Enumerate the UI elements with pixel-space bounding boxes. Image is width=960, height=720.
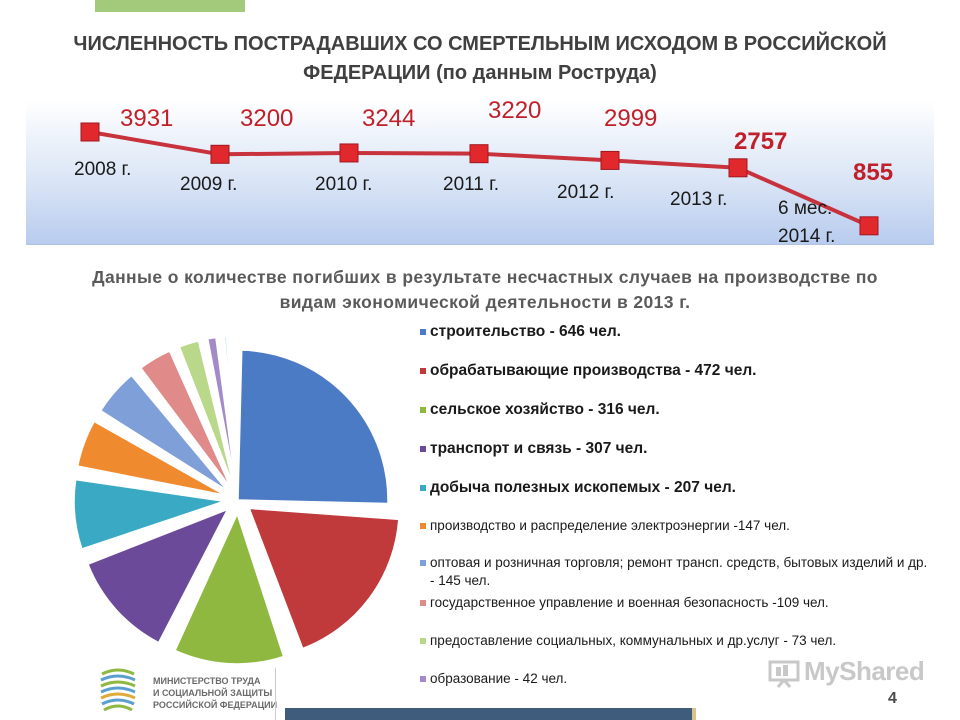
data-point-marker: [859, 216, 879, 236]
data-point-marker: [469, 144, 489, 164]
legend-item: государственное управление и военная без…: [420, 594, 829, 612]
data-point-marker: [80, 122, 100, 142]
data-point-marker: [339, 143, 359, 163]
pie-slice: [174, 511, 285, 665]
legend-label: государственное управление и военная без…: [430, 595, 829, 610]
data-point-marker: [600, 150, 620, 170]
year-label: 2012 г.: [557, 182, 614, 203]
pie-slice: [99, 374, 229, 492]
page-number: 4: [888, 690, 897, 707]
pie-slice: [86, 507, 230, 644]
pie-slice: [233, 335, 239, 487]
footer-bar-accent: [692, 708, 696, 720]
legend-marker: [420, 676, 426, 682]
footer-bar: [285, 708, 695, 720]
year-label: 2010 г.: [315, 174, 372, 195]
legend-label: оптовая и розничная торговля; ремонт тра…: [430, 555, 928, 588]
year-label: 2011 г.: [443, 174, 499, 195]
legend-item: производство и распределение электроэнер…: [420, 517, 790, 535]
legend-marker: [420, 329, 426, 335]
data-value-label: 3244: [362, 105, 415, 132]
legend-item: сельское хозяйство - 316 чел.: [420, 400, 660, 420]
legend-label: транспорт и связь - 307 чел.: [430, 440, 648, 457]
legend-label: производство и распределение электроэнер…: [430, 518, 790, 533]
data-point-marker: [210, 144, 230, 164]
logo-line: МИНИСТЕРСТВО ТРУДА: [153, 676, 261, 686]
legend-item: обрабатывающие производства - 472 чел.: [420, 361, 757, 381]
legend-item: транспорт и связь - 307 чел.: [420, 439, 647, 459]
pie-slice: [76, 420, 226, 496]
slide-title: ЧИСЛЕННОСТЬ ПОСТРАДАВШИХ СО СМЕРТЕЛЬНЫМ …: [73, 33, 887, 84]
data-value-label: 2999: [604, 105, 657, 132]
legend-marker: [420, 407, 426, 413]
pie-slice: [248, 507, 400, 650]
legend-marker: [420, 446, 426, 452]
year-label: 2008 г.: [74, 159, 131, 180]
line-chart: 3931 3200 3244 3220 2999 2757 855 2008 г. 2009 г…: [74, 100, 893, 244]
legend-label: образование - 42 чел.: [430, 671, 568, 686]
legend-item: предоставление социальных, коммунальных …: [420, 632, 836, 650]
legend-label: обрабатывающие производства - 472 чел.: [430, 362, 757, 379]
pie-chart: [73, 335, 400, 665]
ministry-logo-icon: [100, 668, 136, 712]
data-value-label: 2757: [734, 128, 787, 155]
watermark-presentation-icon: [768, 660, 800, 688]
year-label: 2013 г.: [670, 189, 727, 210]
line-chart-panel: 3931 3200 3244 3220 2999 2757 855 2008 г. 2009 г…: [26, 100, 934, 245]
pie-chart-subtitle: Данные о количестве погибших в результат…: [92, 267, 878, 312]
year-label: 6 мес. 2014 г.: [778, 198, 835, 244]
pie-slice: [139, 350, 232, 489]
pie-slice: [73, 478, 225, 550]
logo-divider: [275, 668, 276, 720]
pie-slice: [223, 335, 238, 487]
legend-label: предоставление социальных, коммунальных …: [430, 633, 837, 648]
legend-label: строительство - 646 чел.: [430, 323, 621, 340]
data-value-label: 3200: [240, 105, 293, 132]
legend-marker: [420, 368, 426, 374]
legend-label: добыча полезных ископемых - 207 чел.: [430, 479, 736, 496]
legend-item: добыча полезных ископемых - 207 чел.: [420, 478, 736, 498]
legend-label: сельское хозяйство - 316 чел.: [430, 401, 660, 418]
data-value-label: 3220: [488, 100, 541, 124]
data-point-marker: [728, 158, 748, 178]
legend-marker: [420, 523, 426, 529]
pie-slice: [206, 336, 237, 487]
year-label: 2009 г.: [180, 174, 237, 195]
data-value-label: 855: [853, 159, 893, 186]
legend-item: образование - 42 чел.: [420, 670, 567, 688]
data-value-label: 3931: [120, 105, 173, 132]
legend-marker: [420, 560, 426, 566]
legend-item: оптовая и розничная торговля; ремонт тра…: [420, 554, 930, 590]
legend-marker: [420, 638, 426, 644]
legend-marker: [420, 600, 426, 606]
pie-slice: [237, 349, 389, 505]
ministry-logo-text: МИНИСТЕРСТВО ТРУДА И СОЦИАЛЬНОЙ ЗАЩИТЫ Р…: [153, 675, 283, 711]
logo-line: И СОЦИАЛЬНОЙ ЗАЩИТЫ: [153, 688, 273, 698]
legend-item: строительство - 646 чел.: [420, 322, 621, 342]
watermark-text: MyShared: [804, 656, 925, 686]
top-accent-tab: [95, 0, 245, 12]
legend-marker: [420, 485, 426, 491]
logo-line: РОССИЙСКОЙ ФЕДЕРАЦИИ: [153, 700, 278, 710]
pie-slice: [178, 339, 235, 487]
